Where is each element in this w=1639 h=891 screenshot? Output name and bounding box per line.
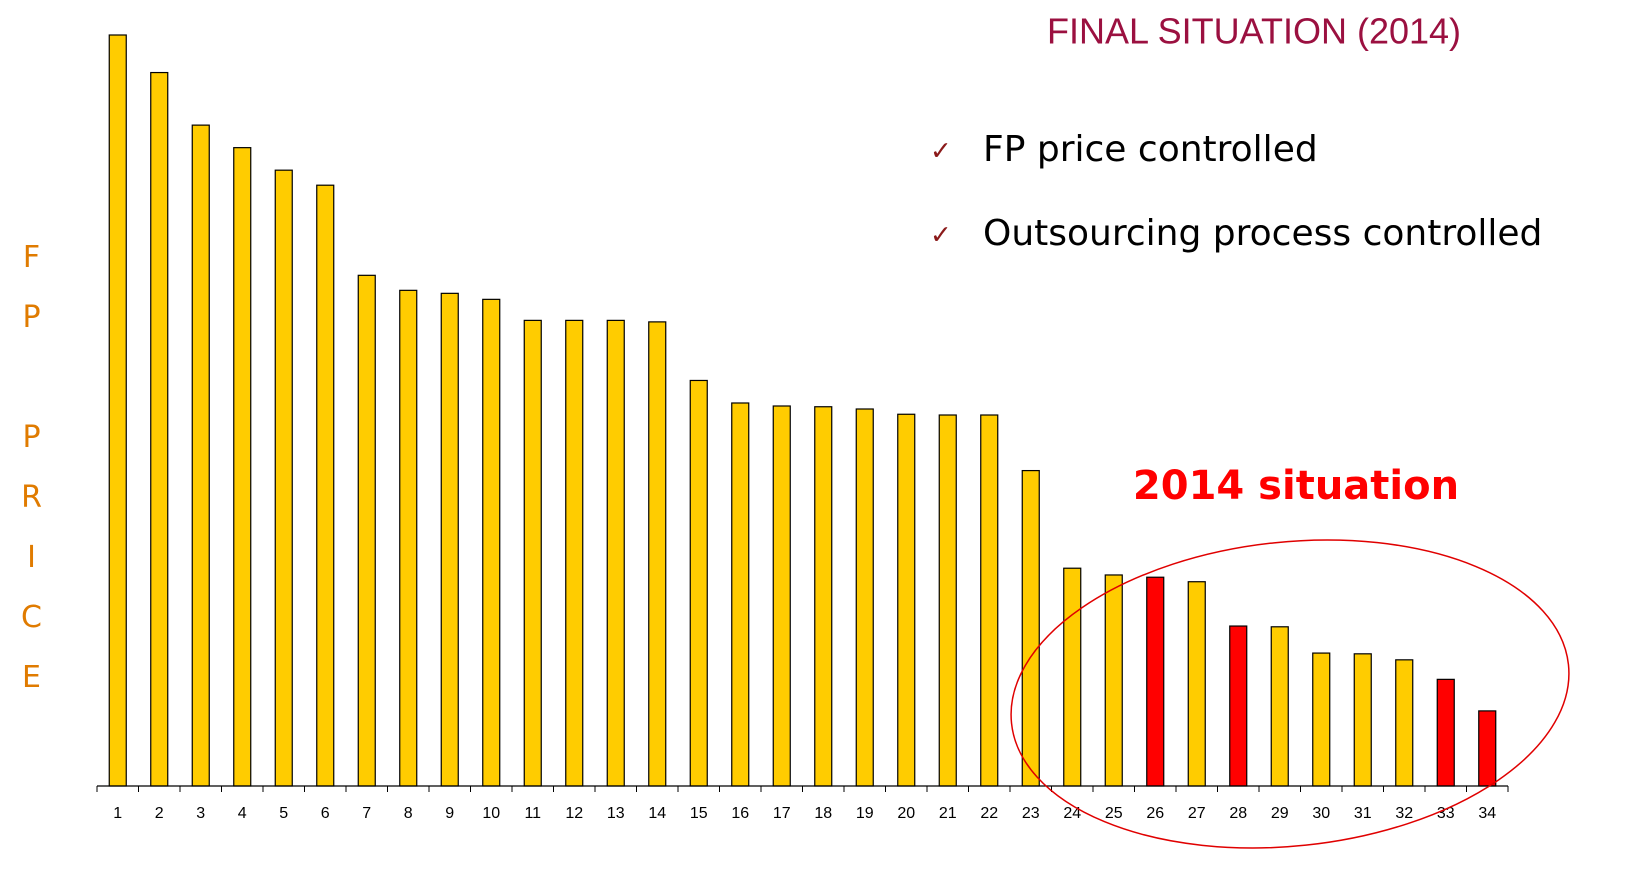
bar — [1229, 625, 1248, 787]
x-tick-label: 6 — [321, 805, 330, 822]
x-tick-label: 28 — [1229, 805, 1247, 822]
bar — [274, 169, 293, 787]
x-tick-label: 13 — [607, 805, 625, 822]
x-tick-label: 2 — [155, 805, 164, 822]
bar — [897, 413, 916, 787]
x-tick-label: 15 — [690, 805, 708, 822]
bar — [440, 292, 459, 787]
x-tick-label: 9 — [445, 805, 454, 822]
x-tick-label: 27 — [1188, 805, 1206, 822]
x-tick-label: 5 — [279, 805, 288, 822]
bar — [357, 274, 376, 787]
y-axis-label: FP PRICE — [14, 240, 49, 720]
x-tick-label: 3 — [196, 805, 205, 822]
x-tick-label: 33 — [1437, 805, 1455, 822]
x-tick-label: 10 — [482, 805, 500, 822]
bar — [191, 124, 210, 787]
x-tick-label: 23 — [1022, 805, 1040, 822]
x-tick-label: 19 — [856, 805, 874, 822]
x-tick-label: 34 — [1478, 805, 1496, 822]
bar — [648, 321, 667, 787]
bar — [1353, 653, 1372, 787]
x-tick-label: 4 — [238, 805, 247, 822]
bar — [814, 406, 833, 787]
bar — [482, 298, 501, 787]
bar — [150, 71, 169, 787]
bullet-text: Outsourcing process controlled — [983, 213, 1542, 254]
bar — [1478, 710, 1497, 787]
bar — [938, 414, 957, 787]
x-tick-label: 26 — [1146, 805, 1164, 822]
x-tick-label: 30 — [1312, 805, 1330, 822]
x-tick-label: 7 — [362, 805, 371, 822]
x-tick-label: 31 — [1354, 805, 1372, 822]
check-icon: ✓ — [930, 137, 952, 167]
bar — [1146, 576, 1165, 787]
highlight-ellipse — [1010, 539, 1570, 849]
bar — [399, 289, 418, 787]
bar — [606, 319, 625, 787]
bar — [523, 319, 542, 787]
bar — [689, 379, 708, 787]
bar — [772, 405, 791, 787]
bar — [1187, 581, 1206, 787]
x-tick-label: 8 — [404, 805, 413, 822]
x-tick-label: 32 — [1395, 805, 1413, 822]
bar — [980, 414, 999, 787]
chart-title: FINAL SITUATION (2014) — [1047, 11, 1461, 52]
x-tick-label: 16 — [731, 805, 749, 822]
bar — [565, 319, 584, 787]
check-icon: ✓ — [930, 221, 952, 251]
bar — [1063, 567, 1082, 787]
x-tick-label: 11 — [524, 805, 541, 822]
bar — [316, 184, 335, 787]
x-tick-label: 21 — [939, 805, 957, 822]
annotation: 2014 situation — [1133, 463, 1459, 509]
bar — [1021, 469, 1040, 787]
bar — [1395, 659, 1414, 787]
bar — [855, 408, 874, 787]
bullet-text: FP price controlled — [983, 129, 1318, 170]
bar — [233, 147, 252, 787]
bar — [1104, 574, 1123, 787]
x-tick-label: 17 — [773, 805, 791, 822]
x-tick-label: 1 — [113, 805, 122, 822]
x-tick-label: 14 — [648, 805, 666, 822]
bar — [1312, 652, 1331, 787]
bar — [1436, 678, 1455, 787]
x-tick-label: 24 — [1063, 805, 1081, 822]
x-tick-label: 18 — [814, 805, 832, 822]
bar — [108, 34, 127, 787]
bar — [731, 402, 750, 787]
x-tick-label: 20 — [897, 805, 915, 822]
bar — [1270, 626, 1289, 787]
x-tick-label: 22 — [980, 805, 998, 822]
x-tick-label: 12 — [565, 805, 583, 822]
x-tick-label: 29 — [1271, 805, 1289, 822]
x-tick-label: 25 — [1105, 805, 1123, 822]
